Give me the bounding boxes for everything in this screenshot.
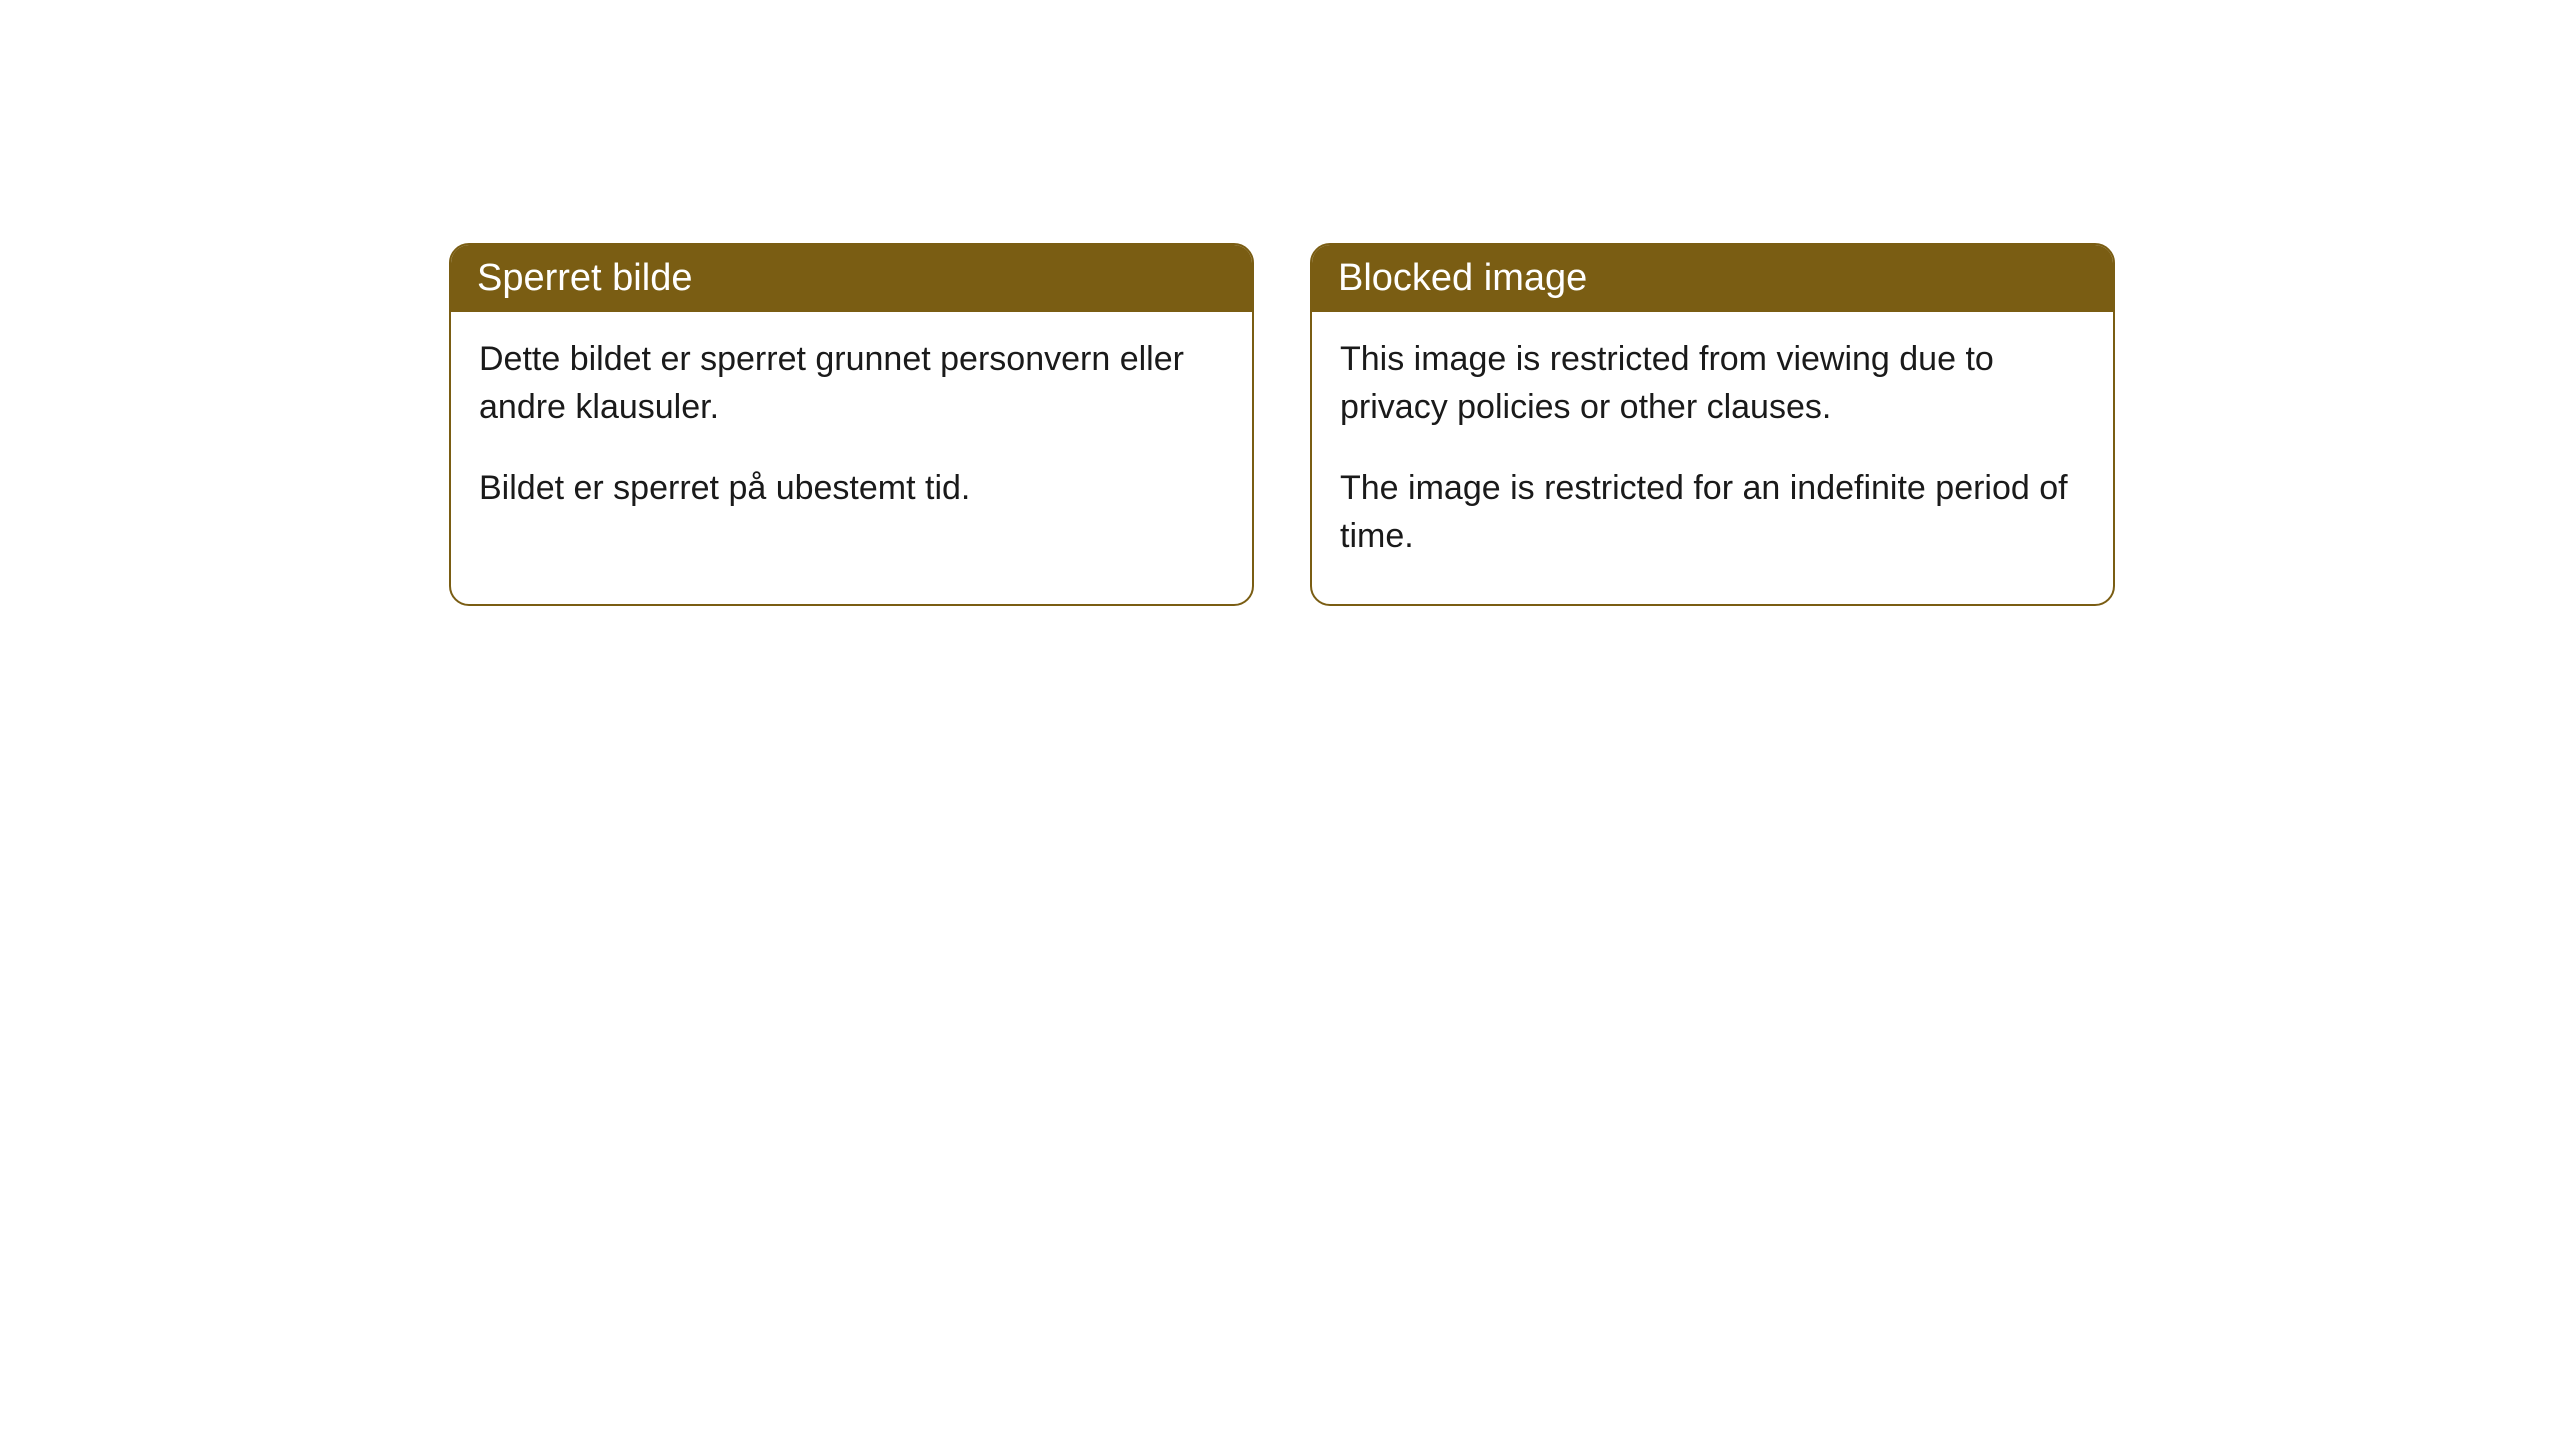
notice-cards-container: Sperret bilde Dette bildet er sperret gr… [449, 243, 2115, 606]
card-paragraph: Bildet er sperret på ubestemt tid. [479, 465, 1224, 513]
notice-card-norwegian: Sperret bilde Dette bildet er sperret gr… [449, 243, 1254, 606]
card-paragraph: The image is restricted for an indefinit… [1340, 465, 2085, 560]
card-header: Sperret bilde [451, 245, 1252, 312]
card-title: Blocked image [1338, 257, 1587, 299]
card-paragraph: This image is restricted from viewing du… [1340, 336, 2085, 431]
card-title: Sperret bilde [477, 257, 692, 299]
notice-card-english: Blocked image This image is restricted f… [1310, 243, 2115, 606]
card-body: Dette bildet er sperret grunnet personve… [451, 312, 1252, 557]
card-body: This image is restricted from viewing du… [1312, 312, 2113, 604]
card-header: Blocked image [1312, 245, 2113, 312]
card-paragraph: Dette bildet er sperret grunnet personve… [479, 336, 1224, 431]
